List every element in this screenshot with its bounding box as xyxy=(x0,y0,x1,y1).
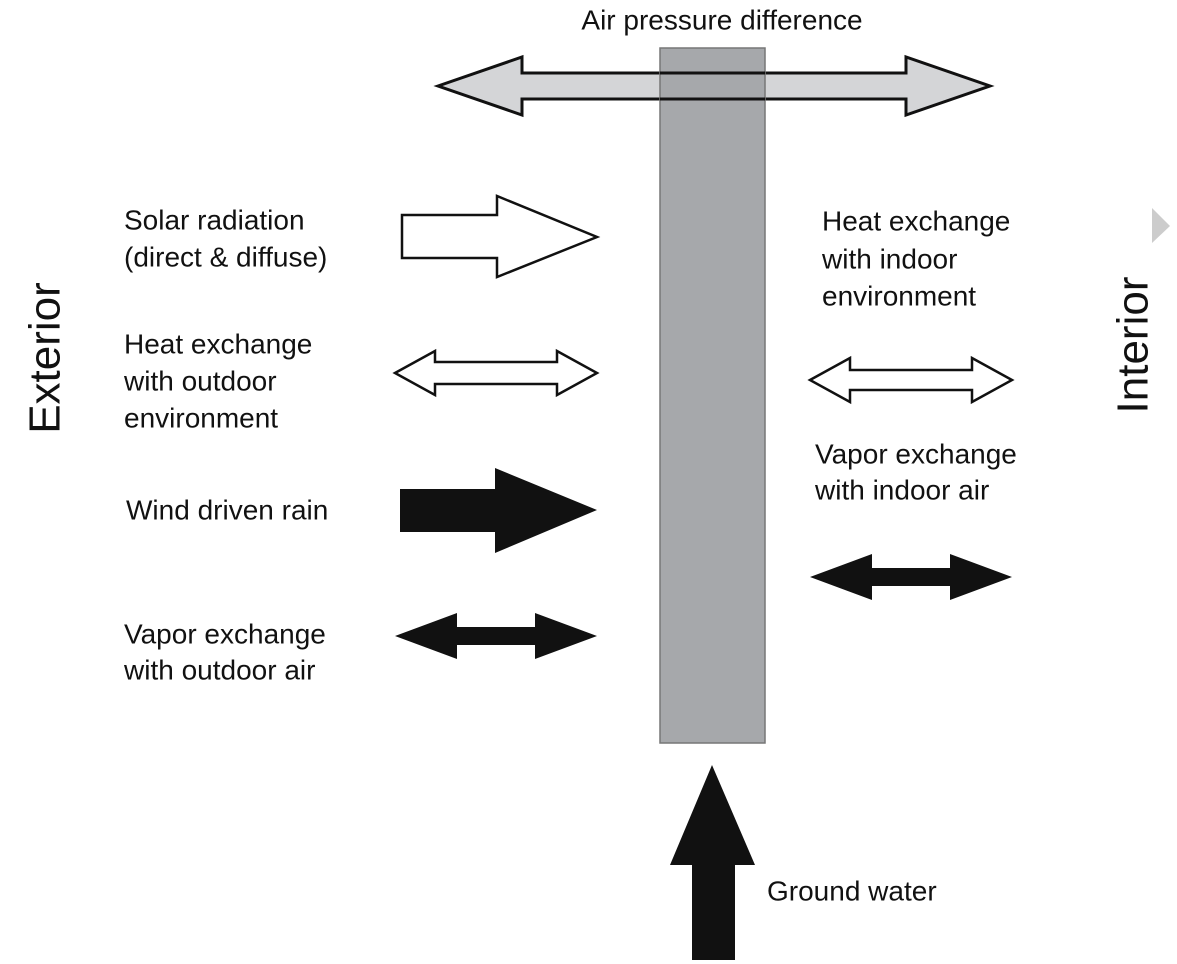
solar-arrow xyxy=(400,194,601,279)
label: Heat exchange xyxy=(822,205,1010,236)
ground-arrow xyxy=(670,765,755,960)
label: (direct & diffuse) xyxy=(124,241,327,272)
vapor-outdoor-arrow xyxy=(395,613,597,659)
label: with outdoor air xyxy=(123,654,315,685)
label: environment xyxy=(124,402,278,433)
label: Vapor exchange xyxy=(815,438,1017,469)
label: Wind driven rain xyxy=(126,494,328,525)
interior-label: Interior xyxy=(1109,277,1158,414)
label: with indoor xyxy=(821,243,957,274)
label: with outdoor xyxy=(123,365,277,396)
title: Air pressure difference xyxy=(581,4,862,35)
heat-indoor-arrow xyxy=(807,355,1015,405)
heat-outdoor-arrow xyxy=(392,348,600,398)
label: Vapor exchange xyxy=(124,618,326,649)
wall xyxy=(659,47,766,744)
label: Heat exchange xyxy=(124,328,312,359)
label: Solar radiation xyxy=(124,204,305,235)
label: environment xyxy=(822,280,976,311)
exterior-label: Exterior xyxy=(21,282,70,434)
label: with indoor air xyxy=(814,474,989,505)
label: Ground water xyxy=(767,875,937,906)
rain-arrow xyxy=(400,468,597,553)
vapor-indoor-arrow xyxy=(810,554,1012,600)
nav-triangle xyxy=(1152,208,1170,243)
